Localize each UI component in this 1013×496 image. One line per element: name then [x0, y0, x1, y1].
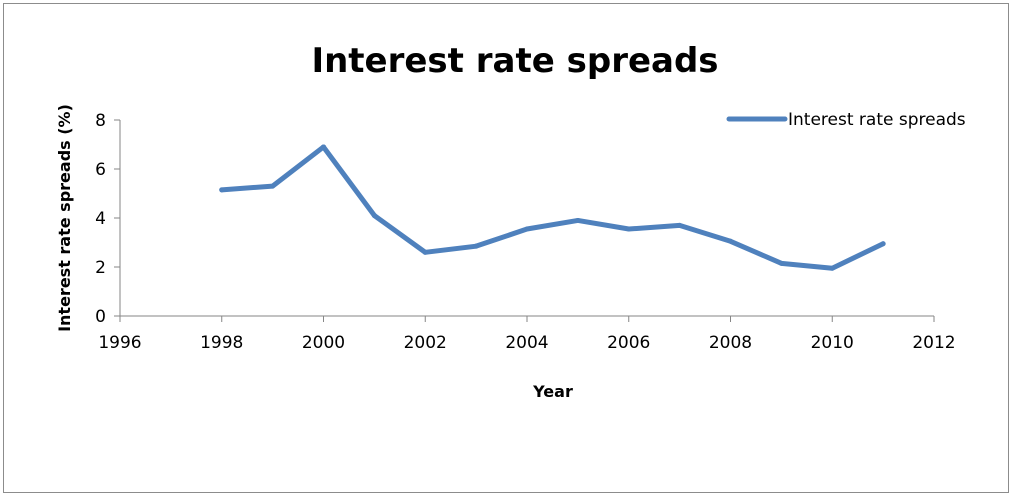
y-ticks: 0 2 4 6 8 [95, 111, 120, 327]
x-ticks: 1996 1998 2000 2002 2004 2006 2008 2010 2012 [98, 316, 956, 353]
data-point [473, 243, 479, 249]
y-tick-label: 0 [95, 307, 106, 327]
x-tick-label: 2000 [302, 333, 345, 353]
legend: Interest rate spreads [726, 110, 966, 130]
chart-frame [3, 3, 1009, 493]
data-point [524, 226, 530, 232]
data-point [422, 249, 428, 255]
x-tick-label: 1998 [200, 333, 243, 353]
y-tick-label: 4 [95, 209, 106, 229]
series-layer [219, 144, 886, 271]
data-point [270, 183, 276, 189]
data-point [626, 226, 632, 232]
x-tick-label: 1996 [98, 333, 141, 353]
x-axis-label: Year [532, 382, 573, 401]
x-tick-label: 2006 [607, 333, 650, 353]
data-point [321, 144, 326, 150]
data-point [677, 222, 683, 228]
chart-title: Interest rate spreads [311, 41, 718, 81]
legend-label: Interest rate spreads [788, 110, 966, 130]
y-axis-label: Interest rate spreads (%) [55, 104, 74, 332]
data-point [575, 217, 581, 223]
x-tick-label: 2012 [912, 333, 955, 353]
x-tick-label: 2008 [709, 333, 752, 353]
series-line-0 [219, 144, 886, 271]
y-tick-label: 6 [95, 160, 106, 180]
y-tick-label: 8 [95, 111, 106, 131]
data-point [219, 187, 225, 193]
x-tick-label: 2002 [404, 333, 447, 353]
data-point [371, 213, 377, 219]
data-point [829, 265, 835, 271]
x-tick-label: 2010 [811, 333, 854, 353]
x-tick-label: 2004 [505, 333, 548, 353]
y-tick-label: 2 [95, 258, 106, 278]
data-point [880, 241, 886, 247]
axes [119, 120, 934, 317]
data-point [728, 238, 733, 244]
data-point [778, 260, 784, 266]
